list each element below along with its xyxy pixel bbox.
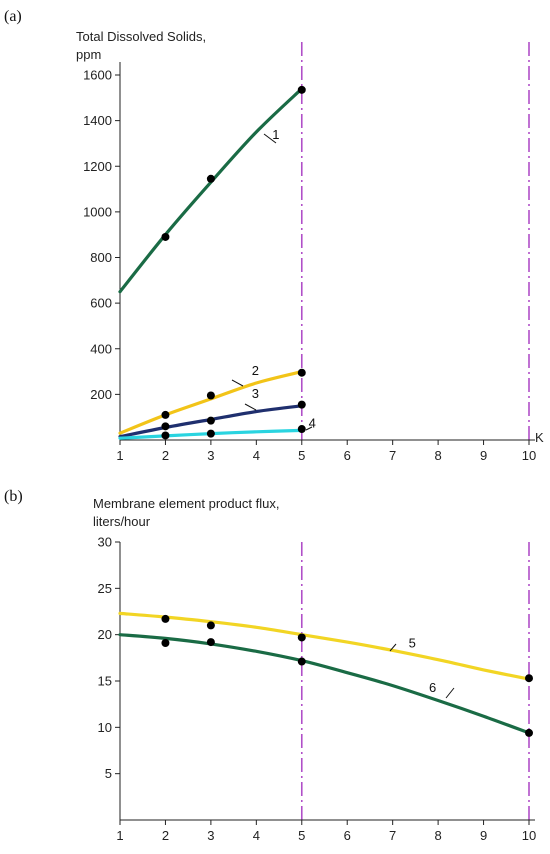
panel-b-reference-lines (300, 542, 530, 820)
y-tick-label: 800 (90, 250, 112, 265)
x-tick-label: 4 (253, 448, 260, 463)
x-tick-label: 7 (389, 448, 396, 463)
x-tick-label: 2 (162, 448, 169, 463)
x-tick-label: 6 (344, 448, 351, 463)
x-tick-label: 7 (389, 828, 396, 843)
series-2-point (206, 391, 215, 400)
panel-a-ylabel-line2: ppm (76, 47, 101, 62)
series-3-label: 3 (252, 386, 259, 401)
series-2-label: 2 (252, 363, 259, 378)
series-5-point (525, 674, 533, 683)
series-4-point (297, 425, 306, 434)
panel-a: (a) Total Dissolved Solids, ppm K 200 400… (4, 8, 544, 463)
label-leader-line (231, 379, 244, 387)
y-tick-label: 5 (105, 766, 112, 781)
x-tick-label: 1 (116, 828, 123, 843)
x-tick-label: 9 (480, 828, 487, 843)
x-tick-label: 10 (522, 448, 536, 463)
y-tick-label: 30 (98, 535, 112, 550)
series-5-point (206, 621, 215, 630)
series-5-label: 5 (409, 636, 416, 651)
panel-a-reference-lines (300, 42, 530, 440)
series-2-point (161, 410, 170, 419)
x-tick-label: 8 (434, 828, 441, 843)
series-1-label: 1 (272, 127, 279, 142)
y-tick-label: 25 (98, 581, 112, 596)
y-tick-label: 1000 (83, 204, 112, 219)
series-1-line (118, 87, 304, 294)
series-1-point (206, 174, 215, 183)
series-1-point (161, 232, 170, 241)
y-tick-label: 15 (98, 674, 112, 689)
y-tick-label: 1400 (83, 113, 112, 128)
label-leader-line (389, 643, 397, 652)
panel-a-label: (a) (4, 8, 22, 25)
series-1-point (297, 85, 306, 94)
y-tick-label: 600 (90, 296, 112, 311)
y-tick-label: 200 (90, 387, 112, 402)
panel-a-axes (119, 62, 535, 441)
series-5-line (118, 611, 531, 681)
series-4-point (161, 431, 170, 440)
y-tick-label: 400 (90, 341, 112, 356)
series-4-point (206, 429, 215, 438)
series-3-point (206, 416, 215, 425)
y-tick-label: 10 (98, 720, 112, 735)
panel-b: (b) Membrane element product flux, liter… (4, 488, 536, 843)
panel-b-series: 56 (118, 611, 533, 737)
label-leader-line (445, 687, 455, 699)
y-tick-label: 1200 (83, 159, 112, 174)
y-tick-label: 20 (98, 627, 112, 642)
x-tick-label: 3 (207, 448, 214, 463)
x-tick-label: 6 (344, 828, 351, 843)
x-tick-label: 4 (253, 828, 260, 843)
x-tick-label: 9 (480, 448, 487, 463)
panel-b-axes (119, 542, 535, 821)
x-tick-label: 3 (207, 828, 214, 843)
series-6-point (525, 728, 533, 737)
series-4-label: 4 (309, 415, 316, 430)
x-tick-label: 5 (298, 828, 305, 843)
series-2-point (297, 368, 306, 377)
y-tick-label: 1600 (83, 68, 112, 83)
x-tick-label: 2 (162, 828, 169, 843)
panel-b-ylabel-line2: liters/hour (93, 514, 151, 529)
panel-b-label: (b) (4, 488, 23, 505)
series-3-point (161, 422, 170, 431)
series-5-point (161, 614, 170, 623)
series-6-point (161, 639, 170, 648)
series-6-point (206, 638, 215, 647)
panel-a-xlabel: K (535, 430, 544, 445)
panel-a-ylabel-line1: Total Dissolved Solids, (76, 29, 206, 44)
label-leader-line (305, 426, 313, 431)
series-6-point (297, 657, 306, 666)
label-leader-line (263, 133, 277, 144)
x-tick-label: 5 (298, 448, 305, 463)
series-3-point (297, 400, 306, 409)
label-leader-line (244, 403, 257, 411)
x-tick-label: 1 (116, 448, 123, 463)
panel-b-ylabel-line1: Membrane element product flux, (93, 496, 279, 511)
series-5-point (297, 633, 306, 642)
series-6-label: 6 (429, 680, 436, 695)
series-6-line (118, 633, 531, 735)
x-tick-label: 10 (522, 828, 536, 843)
panel-a-ticks: 200 400 600 800 1000 1200 1400 1600 1 2 3 4 5 6 7 8 9 10 (83, 68, 536, 464)
x-tick-label: 8 (434, 448, 441, 463)
panel-a-series: 1 2 3 4 (118, 85, 316, 440)
